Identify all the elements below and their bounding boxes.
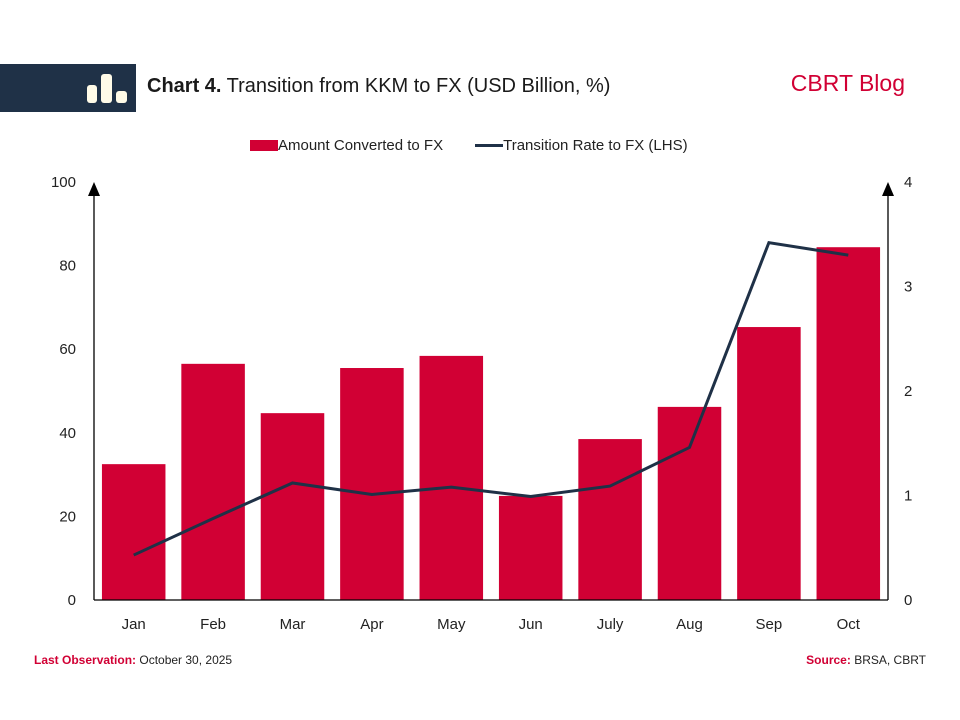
chart-title-text: Transition from KKM to FX (USD Billion, …: [221, 75, 611, 97]
source-label: Source:: [806, 653, 851, 667]
legend: Amount Converted to FX Transition Rate t…: [250, 137, 688, 154]
chart-title-number: Chart 4.: [147, 75, 222, 97]
brand-label: CBRT Blog: [790, 70, 905, 96]
last-observation-label: Last Observation:: [34, 653, 137, 667]
right-tick-label: 4: [904, 174, 912, 191]
x-tick-label: Mar: [280, 616, 306, 633]
bar-july: [578, 439, 642, 600]
right-tick-label: 1: [904, 488, 912, 505]
legend-bar-swatch: [250, 140, 278, 151]
bar-may: [419, 355, 484, 600]
left-tick-label: 20: [59, 508, 76, 525]
legend-line-swatch: [475, 144, 504, 147]
x-tick-label: Apr: [360, 616, 383, 633]
x-tick-label: May: [437, 616, 466, 633]
chart-title: Chart 4. Transition from KKM to FX (USD …: [147, 75, 610, 98]
transition-rate-line: [133, 240, 849, 557]
x-tick-label: Jan: [122, 616, 146, 633]
x-tick-label: Aug: [676, 616, 703, 633]
bar-feb: [181, 363, 245, 600]
bar-oct: [816, 247, 881, 600]
x-tick-label: Jun: [519, 616, 543, 633]
x-tick-label: Sep: [756, 616, 783, 633]
right-axis-arrow-icon: [882, 182, 894, 196]
bar-aug: [657, 406, 722, 600]
bar-jun: [498, 495, 563, 600]
left-axis-arrow-icon: [88, 182, 100, 196]
right-tick-label: 3: [904, 279, 912, 296]
left-tick-label: 100: [51, 174, 76, 191]
x-tick-label: Oct: [837, 616, 861, 633]
bar-mar: [260, 413, 325, 600]
legend-bar-label: Amount Converted to FX: [278, 137, 444, 154]
header-band: [0, 64, 136, 112]
last-observation-value: October 30, 2025: [136, 653, 233, 667]
legend-line-label: Transition Rate to FX (LHS): [503, 137, 688, 154]
x-tick-label: Feb: [200, 616, 226, 633]
right-tick-label: 0: [904, 592, 912, 609]
source-note: Source: BRSA, CBRT: [806, 653, 926, 667]
bar-sep: [737, 327, 801, 600]
bar-chart-icon: [87, 74, 127, 103]
left-tick-label: 60: [59, 341, 76, 358]
source-value: BRSA, CBRT: [850, 653, 926, 667]
bar-apr: [340, 368, 404, 600]
left-tick-label: 40: [59, 425, 76, 442]
right-tick-label: 2: [904, 383, 912, 400]
left-tick-label: 0: [68, 592, 76, 609]
bar-jan: [101, 464, 166, 600]
left-tick-label: 80: [59, 258, 76, 275]
x-tick-label: July: [597, 616, 624, 633]
last-observation: Last Observation: October 30, 2025: [34, 653, 232, 667]
